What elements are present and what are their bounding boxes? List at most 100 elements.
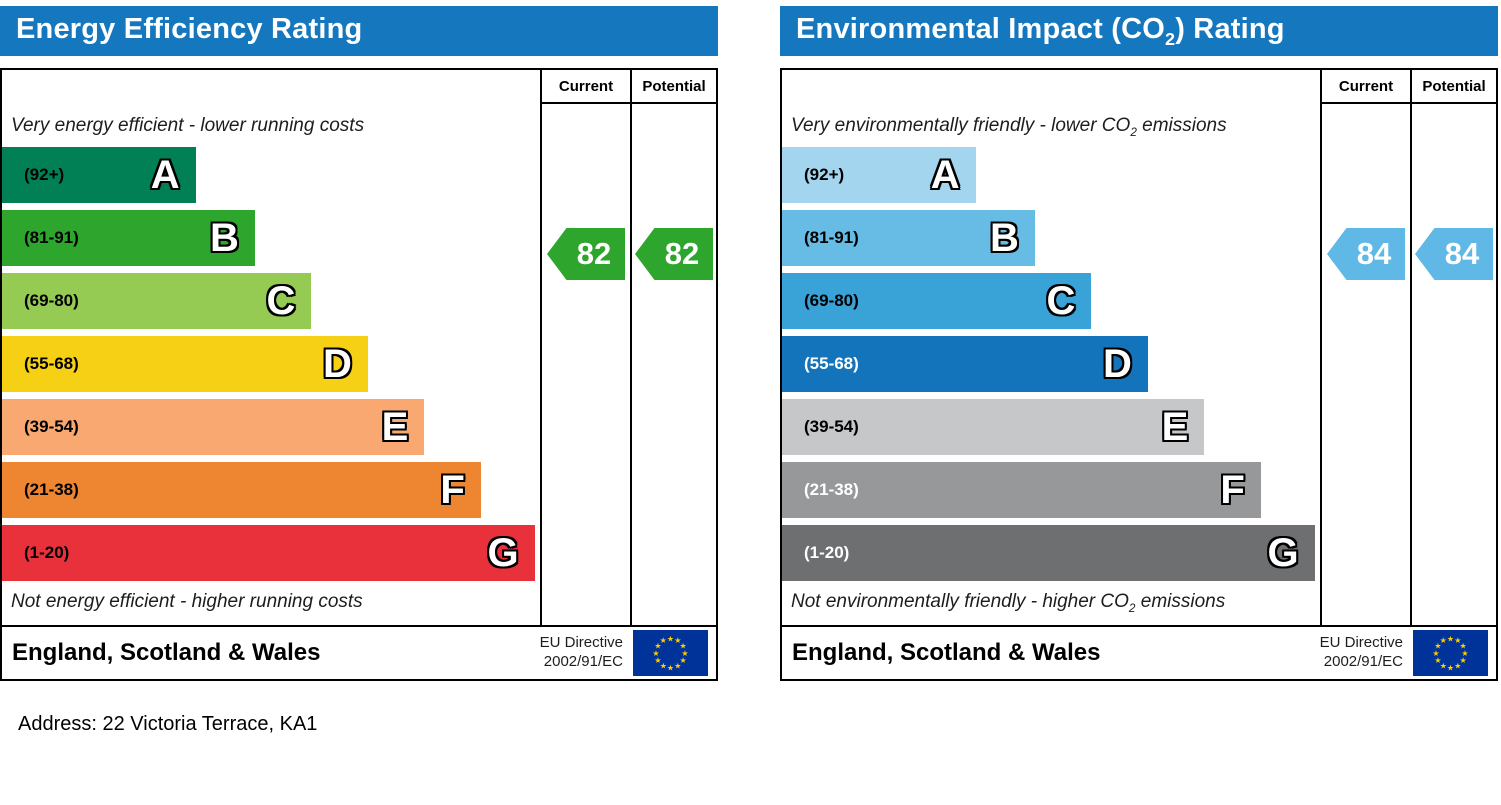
band-letter: D [322, 341, 352, 386]
column-header-row: Current Potential [2, 70, 716, 104]
table-footer: England, Scotland & Wales EU Directive 2… [782, 624, 1496, 679]
rating-table: Current Potential Very environmentally f… [780, 68, 1498, 681]
potential-rating-value: 82 [664, 236, 700, 271]
band-range: (81-91) [804, 227, 859, 247]
svg-text:★: ★ [674, 661, 681, 670]
column-header-row: Current Potential [782, 70, 1496, 104]
svg-text:★: ★ [660, 661, 667, 670]
region-label: England, Scotland & Wales [792, 638, 1101, 666]
band-f: (21-38) F [782, 461, 1261, 518]
band-letter: E [1161, 404, 1189, 449]
chart-title: Energy Efficiency Rating [16, 13, 362, 50]
potential-rating-value: 84 [1444, 236, 1480, 271]
band-c: (69-80) C [782, 272, 1092, 329]
chart-title-subscript: 2 [1164, 28, 1176, 49]
chart-environmental-impact: Environmental Impact (CO2) Rating Curren… [780, 6, 1498, 681]
potential-column-header: Potential [630, 70, 716, 104]
chart-body: Very energy efficient - lower running co… [2, 104, 716, 625]
eu-directive-line2: 2002/91/EC [543, 652, 623, 670]
chart-title: Environmental Impact (CO2) Rating [796, 13, 1285, 50]
current-column-header: Current [1320, 70, 1410, 104]
svg-text:★: ★ [1434, 656, 1441, 665]
svg-text:★: ★ [1454, 661, 1461, 670]
band-b: (81-91) B [782, 209, 1035, 266]
bottom-note-suffix: emissions [1135, 590, 1226, 612]
band-letter: C [266, 278, 296, 323]
band-range: (39-54) [804, 416, 859, 436]
top-note: Very environmentally friendly - lower CO… [782, 104, 1320, 147]
band-letter: D [1102, 341, 1132, 386]
band-range: (69-80) [804, 290, 859, 310]
chart-title-text: Energy Efficiency Rating [16, 12, 363, 45]
band-letter: C [1046, 278, 1076, 323]
band-range: (69-80) [24, 290, 79, 310]
band-e: (39-54) E [2, 398, 425, 455]
chart-title-bar: Energy Efficiency Rating [0, 6, 718, 56]
top-note-subscript: 2 [1130, 125, 1137, 139]
svg-text:★: ★ [1432, 648, 1439, 657]
band-range: (55-68) [804, 353, 859, 373]
potential-column-header: Potential [1410, 70, 1496, 104]
svg-text:★: ★ [1461, 648, 1468, 657]
band-d: (55-68) D [2, 335, 368, 392]
band-letter: G [487, 530, 519, 575]
band-b: (81-91) B [2, 209, 255, 266]
svg-text:★: ★ [1440, 661, 1447, 670]
rating-table: Current Potential Very energy efficient … [0, 68, 718, 681]
potential-rating-arrow: 82 [635, 228, 713, 280]
svg-text:★: ★ [1440, 636, 1447, 645]
bottom-note-text: Not environmentally friendly - higher CO [791, 590, 1129, 612]
band-a: (92+) A [2, 146, 196, 203]
top-note: Very energy efficient - lower running co… [2, 104, 540, 147]
band-range: (81-91) [24, 227, 79, 247]
bottom-note-text: Not energy efficient - higher running co… [11, 590, 363, 612]
bottom-note: Not environmentally friendly - higher CO… [782, 581, 1320, 625]
table-footer: England, Scotland & Wales EU Directive 2… [2, 624, 716, 679]
current-value-column: 84 [1320, 104, 1410, 625]
band-range: (1-20) [24, 542, 70, 562]
eu-flag-stars: ★ ★★★★★★★★★★★ [1432, 634, 1468, 672]
epc-charts: Energy Efficiency Rating Current Potenti… [0, 6, 1498, 681]
band-f: (21-38) F [2, 461, 481, 518]
svg-text:★: ★ [654, 656, 661, 665]
eu-flag-icon: ★ ★★★★★★★★★★★ [1413, 629, 1488, 676]
current-value-column: 82 [540, 104, 630, 625]
bands-column: Very energy efficient - lower running co… [2, 104, 540, 625]
band-letter: G [1267, 530, 1299, 575]
chart-body: Very environmentally friendly - lower CO… [782, 104, 1496, 625]
band-letter: B [209, 215, 239, 260]
current-rating-arrow: 84 [1327, 228, 1405, 280]
bands-column: Very environmentally friendly - lower CO… [782, 104, 1320, 625]
svg-text:★: ★ [667, 634, 674, 643]
svg-text:★: ★ [1454, 636, 1461, 645]
svg-text:★: ★ [654, 641, 661, 650]
top-note-text: Very energy efficient - lower running co… [11, 115, 365, 136]
band-range: (92+) [24, 164, 65, 184]
band-letter: A [930, 152, 960, 197]
band-letter: F [1220, 467, 1245, 512]
header-spacer [782, 70, 1320, 104]
chart-title-text: Environmental Impact (CO [796, 12, 1165, 45]
potential-rating-arrow: 84 [1415, 228, 1493, 280]
rating-bands: (92+) A (81-91) B (69-80) C (55-68) D (39-54… [2, 146, 540, 581]
svg-text:★: ★ [680, 656, 687, 665]
svg-text:★: ★ [1447, 663, 1454, 672]
band-range: (55-68) [24, 353, 79, 373]
top-note-suffix: emissions [1136, 115, 1227, 136]
chart-energy-efficiency: Energy Efficiency Rating Current Potenti… [0, 6, 718, 681]
svg-text:★: ★ [674, 636, 681, 645]
chart-title-bar: Environmental Impact (CO2) Rating [780, 6, 1498, 56]
band-d: (55-68) D [782, 335, 1148, 392]
band-a: (92+) A [782, 146, 976, 203]
eu-flag-field [633, 629, 708, 676]
svg-text:★: ★ [681, 648, 688, 657]
potential-value-column: 84 [1410, 104, 1496, 625]
band-letter: F [440, 467, 465, 512]
svg-text:★: ★ [1460, 656, 1467, 665]
current-rating-value: 84 [1356, 236, 1392, 271]
eu-directive-line2: 2002/91/EC [1323, 652, 1403, 670]
eu-directive-label: EU Directive 2002/91/EC [1320, 634, 1403, 672]
band-range: (92+) [804, 164, 845, 184]
eu-flag-stars: ★ ★★★★★★★★★★★ [652, 634, 688, 672]
svg-text:★: ★ [667, 663, 674, 672]
